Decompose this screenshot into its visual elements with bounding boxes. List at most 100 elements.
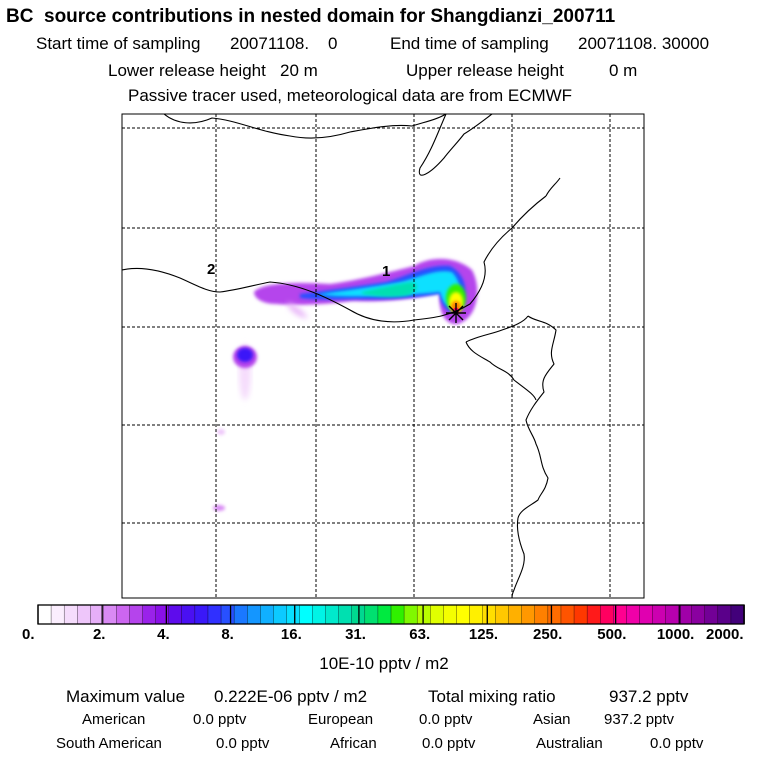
colorbar-units: 10E-10 pptv / m2 (319, 654, 449, 673)
colorbar-cell (181, 604, 196, 625)
colorbar-cell (168, 604, 183, 625)
colorbar-frame (37, 604, 745, 625)
region-value-australian: 0.0 pptv (650, 735, 704, 752)
point-label-2: 2 (207, 261, 215, 278)
colorbar-tick-label: 8. (221, 626, 234, 643)
colorbar-cell (547, 604, 562, 625)
colorbar-tick-label: 2. (92, 626, 106, 643)
colorbar-cell (103, 604, 118, 625)
colorbar-cell (691, 604, 706, 625)
total-mixing-label: Total mixing ratio (428, 687, 556, 706)
region-value-south-american: 0.0 pptv (216, 735, 270, 752)
colorbar-cell (430, 604, 445, 625)
colorbar-tick-label: 2000. (706, 626, 744, 643)
chart-title: BC source contributions in nested domain… (6, 6, 616, 27)
colorbar-tick-label: 31. (345, 626, 366, 643)
colorbar-cell (416, 604, 431, 625)
colorbar-cell (129, 604, 144, 625)
region-name-south-american: South American (56, 735, 162, 752)
region-name-african: African (330, 735, 377, 752)
colorbar-cell (704, 604, 719, 625)
colorbar-tick-label: 63. (409, 626, 431, 643)
max-value-label: Maximum value (66, 687, 186, 706)
faint-spot-1 (217, 429, 225, 435)
colorbar-cell (286, 604, 301, 625)
colorbar-tick-label: 500. (597, 626, 627, 643)
colorbar-cell (639, 604, 654, 625)
grid-lines (122, 114, 644, 598)
colorbar-cell (560, 604, 575, 625)
lower-release-label: Lower release height (108, 61, 266, 80)
colorbar-tick-label: 16. (280, 626, 302, 643)
concentration-plume (213, 258, 478, 511)
region-name-european: European (308, 711, 374, 728)
lower-release-value: 20 m (280, 61, 318, 80)
map-area: 1 2 (122, 114, 644, 598)
start-time-label: Start time of sampling (36, 34, 201, 53)
map-frame (121, 113, 645, 599)
colorbar-tick-label: 1000. (656, 626, 695, 643)
colorbar-cell (220, 604, 235, 625)
colorbar-cell (194, 604, 209, 625)
colorbar-cell (63, 604, 78, 625)
region-value-african: 0.0 pptv (422, 735, 476, 752)
colorbar-tick-label: 250. (533, 626, 563, 643)
colorbar-cell (626, 604, 641, 625)
colorbar-cell (273, 604, 288, 625)
colorbar-cell (325, 604, 340, 625)
colorbar-cell (482, 604, 497, 625)
colorbar-cell (469, 604, 484, 625)
region-value-asian: 937.2 pptv (604, 711, 675, 728)
coastlines (122, 114, 561, 598)
colorbar-cell (364, 604, 379, 625)
region-value-european: 0.0 pptv (419, 711, 473, 728)
total-mixing-value: 937.2 pptv (609, 687, 689, 706)
colorbar-cell (403, 604, 418, 625)
colorbar-cell (443, 604, 458, 625)
upper-release-label: Upper release height (406, 61, 564, 80)
region-name-asian: Asian (533, 711, 571, 728)
colorbar-tick-label: 4. (157, 626, 170, 643)
region-name-australian: Australian (536, 735, 603, 752)
colorbar (37, 604, 745, 625)
plume-tail-fade (288, 302, 308, 318)
colorbar-tick-label: 0. (22, 626, 35, 643)
point-label-1: 1 (382, 263, 390, 280)
colorbar-cell (534, 604, 549, 625)
colorbar-cell (600, 604, 615, 625)
colorbar-cell (377, 604, 392, 625)
region-name-american: American (82, 711, 146, 728)
colorbar-cell (665, 604, 680, 625)
colorbar-cell (37, 604, 52, 625)
colorbar-cell (207, 604, 222, 625)
colorbar-cell (717, 604, 732, 625)
colorbar-tick-label: 125. (468, 626, 499, 643)
colorbar-cell (155, 604, 170, 625)
colorbar-cells (37, 604, 745, 625)
plume-core-green (362, 282, 417, 297)
colorbar-cell (456, 604, 471, 625)
colorbar-cell (390, 604, 405, 625)
colorbar-cell (77, 604, 92, 625)
colorbar-cell (260, 604, 275, 625)
end-time-label: End time of sampling (390, 34, 549, 53)
colorbar-cell (573, 604, 588, 625)
upper-release-value: 0 m (609, 61, 638, 80)
colorbar-cell (678, 604, 693, 625)
colorbar-cell (116, 604, 131, 625)
colorbar-cell (730, 604, 745, 625)
colorbar-cell (508, 604, 523, 625)
colorbar-cell (247, 604, 262, 625)
max-value: 0.222E-06 pptv / m2 (214, 687, 368, 706)
end-time-value: 20071108. 30000 (578, 34, 710, 53)
colorbar-cell (299, 604, 314, 625)
colorbar-cell (495, 604, 510, 625)
start-time-value: 20071108. 0 (230, 34, 338, 53)
receptor-star-icon (446, 303, 466, 323)
colorbar-cell (142, 604, 157, 625)
colorbar-cell (312, 604, 327, 625)
tracer-note: Passive tracer used, meteorological data… (128, 86, 573, 105)
colorbar-cell (586, 604, 601, 625)
colorbar-cell (233, 604, 248, 625)
colorbar-cell (521, 604, 536, 625)
